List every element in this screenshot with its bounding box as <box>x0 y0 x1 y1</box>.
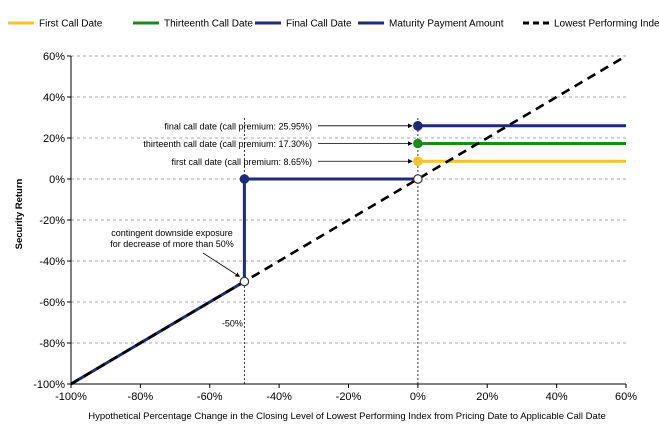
marker-maturity <box>239 174 250 184</box>
marker-thirteenth <box>413 138 423 149</box>
y-tick-label: -40% <box>39 256 65 268</box>
legend-label-first: First Call Date <box>39 19 103 30</box>
legend: First Call Date Thirteenth Call Date Final… <box>8 19 659 30</box>
marker-final <box>413 121 423 131</box>
series-line-index <box>70 54 627 386</box>
legend-label-maturity: Maturity Payment Amount <box>389 19 504 30</box>
marker-maturity <box>413 174 423 184</box>
contingent-note-arrow <box>202 252 241 277</box>
contingent-note-line: for decrease of more than 50% <box>110 239 234 249</box>
x-tick-label: -60% <box>197 391 223 403</box>
legend-label-final: Final Call Date <box>286 19 352 30</box>
x-tick-label: 40% <box>546 391 568 403</box>
series-markers <box>239 121 423 287</box>
x-tick-label: -100% <box>55 391 87 403</box>
series-lines <box>70 54 627 386</box>
y-tick-label: 60% <box>43 51 65 63</box>
call-premium-annotation: final call date (call premium: 25.95%) <box>164 121 312 131</box>
y-tick-label: -100% <box>33 379 65 391</box>
barrier-label: -50% <box>222 319 243 329</box>
y-tick-label: 0% <box>49 174 65 186</box>
x-tick-label: 60% <box>615 391 637 403</box>
x-axis-title: Hypothetical Percentage Change in the Cl… <box>88 411 606 422</box>
x-tick-label: -80% <box>128 391 154 403</box>
x-tick-label: 0% <box>410 391 426 403</box>
y-tick-label: -80% <box>39 338 65 350</box>
legend-label-thirteenth: Thirteenth Call Date <box>164 19 253 30</box>
axes <box>67 55 627 388</box>
series-line-maturity <box>70 177 418 386</box>
contingent-note-line: contingent downside exposure <box>111 228 233 238</box>
x-tick-label: 20% <box>476 391 498 403</box>
y-tick-label: 40% <box>43 92 65 104</box>
call-premium-annotation: thirteenth call date (call premium: 17.3… <box>143 139 312 149</box>
x-tick-label: -20% <box>336 391 362 403</box>
y-axis-title: Security Return <box>14 178 25 249</box>
gridlines <box>71 55 626 344</box>
legend-label-index: Lowest Performing Index <box>554 19 659 30</box>
marker-first <box>413 156 423 167</box>
call-premium-annotation: first call date (call premium: 8.65%) <box>171 157 312 167</box>
x-tick-label: -40% <box>266 391 292 403</box>
y-tick-label: -20% <box>39 215 65 227</box>
y-tick-label: -60% <box>39 297 65 309</box>
y-tick-label: 20% <box>43 133 65 145</box>
marker-maturity <box>239 276 250 287</box>
tick-labels: -100% -80% -60% -40% -20% 0% 20% 40% 60% -100% -80… <box>33 51 637 403</box>
annotations: final call date (call premium: 25.95%) th… <box>110 121 413 329</box>
